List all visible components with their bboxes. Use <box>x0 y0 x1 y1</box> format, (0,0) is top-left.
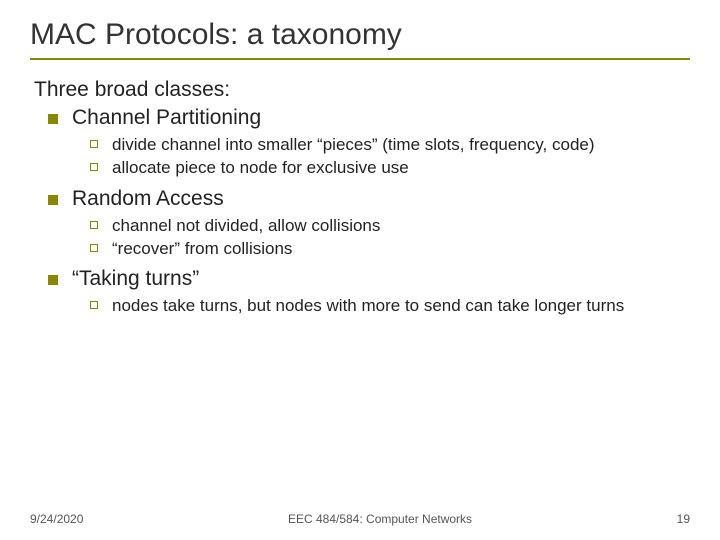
square-bullet-icon <box>48 114 58 124</box>
list-item: “recover” from collisions <box>90 238 690 259</box>
slide: MAC Protocols: a taxonomy Three broad cl… <box>0 0 720 540</box>
sub-point: channel not divided, allow collisions <box>112 215 380 236</box>
class-label: “Taking turns” <box>72 267 199 291</box>
square-bullet-icon <box>48 275 58 285</box>
footer-page-number: 19 <box>677 512 690 526</box>
list-item: Random Access channel not divided, allow… <box>48 187 690 260</box>
sub-point: “recover” from collisions <box>112 238 292 259</box>
footer: 9/24/2020 EEC 484/584: Computer Networks… <box>0 512 720 526</box>
footer-course: EEC 484/584: Computer Networks <box>83 512 676 526</box>
class-label: Channel Partitioning <box>72 106 261 130</box>
sub-list: channel not divided, allow collisions “r… <box>90 215 690 260</box>
list-item: “Taking turns” nodes take turns, but nod… <box>48 267 690 316</box>
list-item: Channel Partitioning divide channel into… <box>48 106 690 179</box>
list-item: channel not divided, allow collisions <box>90 215 690 236</box>
list-item: nodes take turns, but nodes with more to… <box>90 295 690 316</box>
intro-text: Three broad classes: <box>34 78 690 102</box>
footer-date: 9/24/2020 <box>30 512 83 526</box>
sub-point: divide channel into smaller “pieces” (ti… <box>112 134 595 155</box>
hollow-square-icon <box>90 221 98 229</box>
hollow-square-icon <box>90 244 98 252</box>
title-underline: MAC Protocols: a taxonomy <box>30 18 690 60</box>
sub-list: divide channel into smaller “pieces” (ti… <box>90 134 690 179</box>
sub-list: nodes take turns, but nodes with more to… <box>90 295 690 316</box>
list-item: allocate piece to node for exclusive use <box>90 157 690 178</box>
list-item: divide channel into smaller “pieces” (ti… <box>90 134 690 155</box>
hollow-square-icon <box>90 140 98 148</box>
classes-list: Channel Partitioning divide channel into… <box>48 106 690 316</box>
sub-point: allocate piece to node for exclusive use <box>112 157 409 178</box>
sub-point: nodes take turns, but nodes with more to… <box>112 295 624 316</box>
class-label: Random Access <box>72 187 224 211</box>
slide-title: MAC Protocols: a taxonomy <box>30 18 690 52</box>
hollow-square-icon <box>90 163 98 171</box>
square-bullet-icon <box>48 195 58 205</box>
hollow-square-icon <box>90 301 98 309</box>
